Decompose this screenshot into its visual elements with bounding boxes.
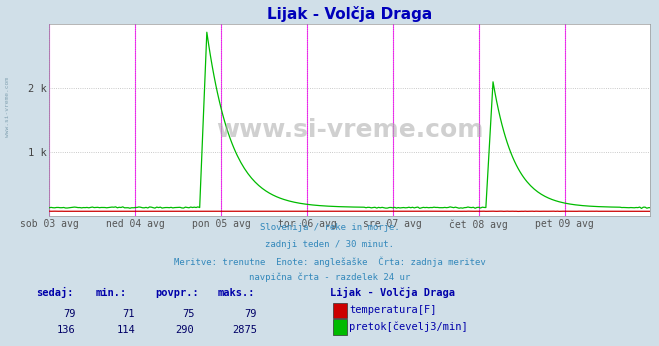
Text: min.:: min.: — [96, 288, 127, 298]
Text: pretok[čevelj3/min]: pretok[čevelj3/min] — [349, 321, 468, 332]
Text: Meritve: trenutne  Enote: anglešaške  Črta: zadnja meritev: Meritve: trenutne Enote: anglešaške Črta… — [173, 256, 486, 267]
Text: www.si-vreme.com: www.si-vreme.com — [5, 77, 11, 137]
Text: 290: 290 — [176, 325, 194, 335]
Title: Lijak - Volčja Draga: Lijak - Volčja Draga — [268, 6, 432, 22]
Text: 79: 79 — [63, 309, 76, 319]
Text: 71: 71 — [123, 309, 135, 319]
Text: maks.:: maks.: — [217, 288, 255, 298]
Text: 136: 136 — [57, 325, 76, 335]
Text: Lijak - Volčja Draga: Lijak - Volčja Draga — [330, 287, 455, 298]
Text: Slovenija / reke in morje.: Slovenija / reke in morje. — [260, 223, 399, 232]
Text: temperatura[F]: temperatura[F] — [349, 306, 437, 315]
Text: sedaj:: sedaj: — [36, 287, 74, 298]
Text: 114: 114 — [117, 325, 135, 335]
Text: 2875: 2875 — [232, 325, 257, 335]
Text: 79: 79 — [244, 309, 257, 319]
Text: navpična črta - razdelek 24 ur: navpična črta - razdelek 24 ur — [249, 273, 410, 282]
Text: povpr.:: povpr.: — [155, 288, 198, 298]
Text: zadnji teden / 30 minut.: zadnji teden / 30 minut. — [265, 240, 394, 249]
Text: 75: 75 — [182, 309, 194, 319]
Text: www.si-vreme.com: www.si-vreme.com — [216, 118, 484, 142]
